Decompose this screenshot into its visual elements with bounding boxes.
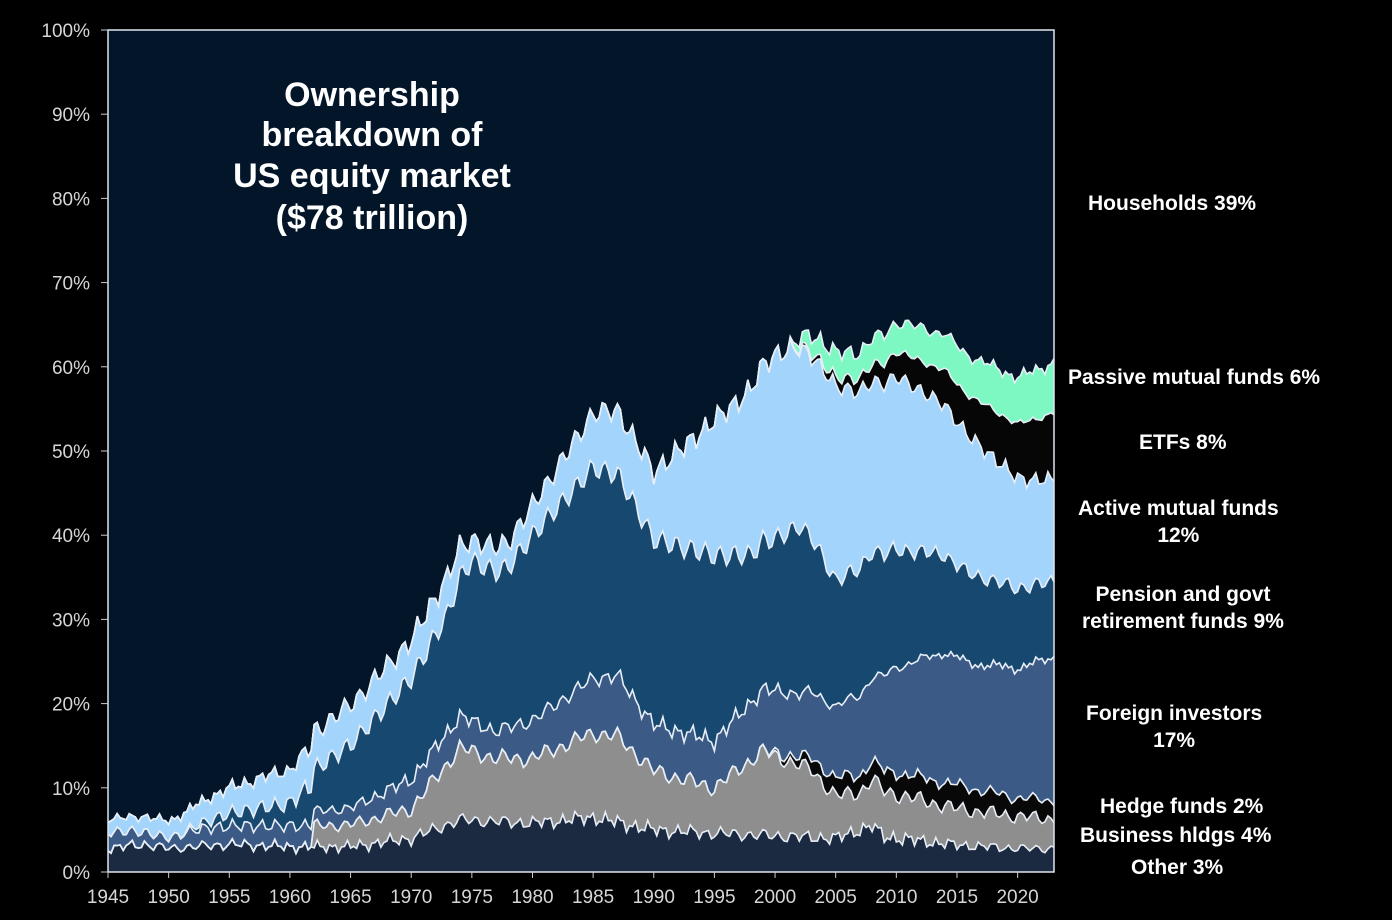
- x-tick-label: 2015: [936, 887, 978, 908]
- x-tick-label: 1970: [390, 887, 432, 908]
- boundary-hedge-funds: [107, 725, 1055, 856]
- area-passive-mutual-funds: [108, 320, 1054, 825]
- area-pension-and-govt-retirement-funds: [108, 460, 1054, 842]
- x-tick-label: 1955: [208, 887, 250, 908]
- x-tick-label: 1960: [269, 887, 311, 908]
- area-foreign-investors: [108, 651, 1054, 854]
- y-tick-label: 90%: [52, 105, 90, 126]
- boundary-pension-and-govt-retirement-funds: [107, 458, 1055, 844]
- boundary-passive-mutual-funds: [107, 319, 1055, 827]
- label-foreign-investors: Foreign investors 17%: [1086, 702, 1263, 752]
- x-tick-label: 1985: [572, 887, 614, 908]
- x-tick-label: 1945: [87, 887, 129, 908]
- chart-title-line: breakdown of: [261, 116, 483, 154]
- area-etfs: [108, 338, 1054, 825]
- y-tick-label: 80%: [52, 189, 90, 210]
- chart-title-line: ($78 trillion): [276, 199, 469, 237]
- y-tick-label: 60%: [52, 358, 90, 379]
- x-tick-label: 2005: [815, 887, 857, 908]
- chart-title-line: US equity market: [233, 157, 511, 195]
- label-business-holdings: Business hldgs 4%: [1080, 824, 1272, 847]
- label-hedge-funds: Hedge funds 2%: [1100, 795, 1264, 818]
- x-tick-label: 1995: [693, 887, 735, 908]
- y-tick-label: 10%: [52, 779, 90, 800]
- y-tick-label: 100%: [41, 21, 90, 42]
- x-tick-label: 2010: [875, 887, 917, 908]
- chart-title-line: Ownership: [284, 76, 460, 114]
- x-tick-label: 1965: [329, 887, 371, 908]
- x-tick-label: 1990: [633, 887, 675, 908]
- y-tick-label: 50%: [52, 442, 90, 463]
- boundary-foreign-investors: [107, 650, 1055, 844]
- y-tick-label: 40%: [52, 526, 90, 547]
- y-tick-label: 30%: [52, 610, 90, 631]
- label-etfs: ETFs 8%: [1139, 431, 1227, 454]
- y-tick-label: 70%: [52, 274, 90, 295]
- label-active-mutual-funds: Active mutual funds 12%: [1078, 497, 1279, 547]
- label-other: Other 3%: [1131, 856, 1224, 879]
- area-other: [108, 811, 1054, 872]
- y-tick-label: 0%: [63, 863, 91, 884]
- x-tick-label: 1975: [451, 887, 493, 908]
- area-active-mutual-funds: [108, 339, 1054, 842]
- label-pension-govt-retirement-funds: Pension and govt retirement funds 9%: [1082, 583, 1284, 633]
- x-tick-label: 1980: [511, 887, 553, 908]
- x-tick-label: 1950: [148, 887, 190, 908]
- y-tick-label: 20%: [52, 695, 90, 716]
- x-tick-label: 2020: [996, 887, 1038, 908]
- x-tick-label: 2000: [754, 887, 796, 908]
- label-households: Households 39%: [1088, 192, 1257, 215]
- label-passive-mutual-funds: Passive mutual funds 6%: [1068, 366, 1321, 389]
